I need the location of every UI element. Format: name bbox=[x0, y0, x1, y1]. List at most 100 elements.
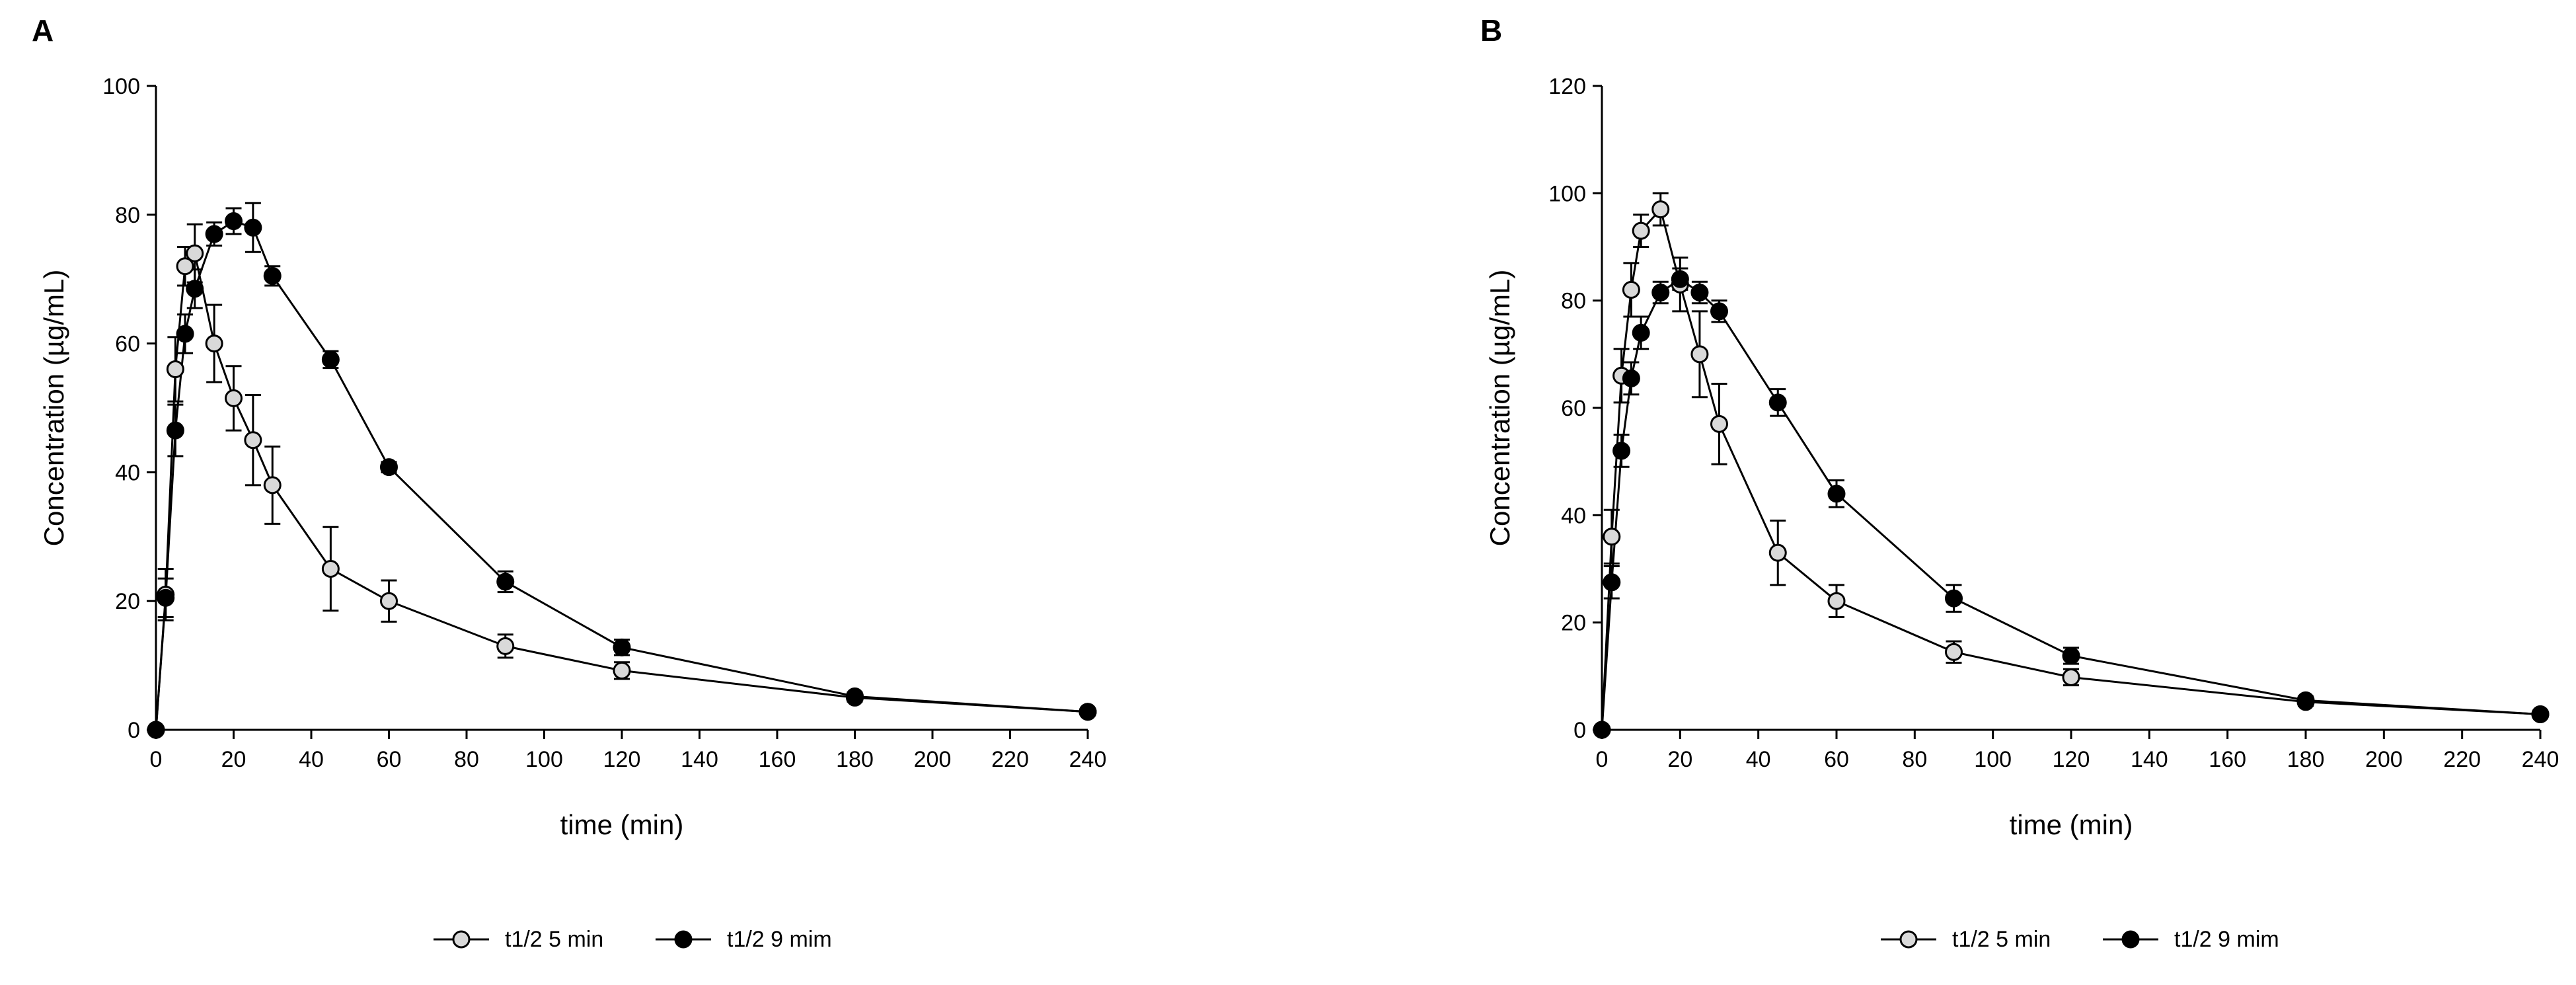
data-point bbox=[1945, 643, 1963, 661]
data-point bbox=[1603, 573, 1621, 592]
data-point bbox=[1671, 270, 1689, 288]
x-tick-label: 200 bbox=[2365, 747, 2403, 772]
data-point bbox=[1079, 703, 1097, 721]
data-point bbox=[1603, 528, 1621, 546]
legend-item: t1/2 9 mim bbox=[656, 927, 832, 952]
data-point bbox=[613, 638, 631, 656]
x-tick-label: 140 bbox=[681, 747, 718, 772]
data-point bbox=[1622, 369, 1640, 387]
x-tick-label: 60 bbox=[1824, 747, 1849, 772]
x-tick-label: 20 bbox=[221, 747, 246, 772]
data-point bbox=[496, 572, 515, 591]
data-point bbox=[147, 721, 165, 739]
data-point bbox=[1945, 589, 1963, 608]
y-tick-label: 40 bbox=[115, 460, 140, 485]
legend-label: t1/2 5 min bbox=[505, 927, 603, 952]
x-tick-label: 40 bbox=[299, 747, 324, 772]
y-tick-label: 0 bbox=[1573, 718, 1586, 743]
data-point bbox=[1593, 721, 1611, 739]
legend-label: t1/2 9 mim bbox=[2174, 927, 2279, 952]
data-point bbox=[380, 592, 398, 610]
x-axis-label: time (min) bbox=[2010, 809, 2133, 840]
legend-item: t1/2 9 mim bbox=[2103, 927, 2279, 952]
data-point bbox=[186, 244, 204, 262]
y-tick-label: 60 bbox=[115, 332, 140, 357]
x-tick-label: 220 bbox=[991, 747, 1029, 772]
y-tick-label: 20 bbox=[1561, 611, 1586, 636]
x-tick-label: 160 bbox=[2209, 747, 2246, 772]
data-point bbox=[1710, 414, 1728, 433]
data-point bbox=[1768, 543, 1787, 562]
series-line bbox=[155, 251, 1088, 730]
data-point bbox=[1651, 283, 1670, 301]
data-point bbox=[496, 637, 515, 655]
x-axis-label: time (min) bbox=[560, 809, 684, 840]
data-point bbox=[166, 421, 184, 440]
data-point bbox=[321, 350, 340, 369]
data-point bbox=[1690, 283, 1709, 301]
data-point bbox=[1690, 345, 1709, 364]
data-point bbox=[225, 212, 243, 231]
panel-label: A bbox=[32, 13, 54, 48]
legend-marker bbox=[674, 930, 693, 949]
data-point bbox=[1612, 442, 1631, 460]
y-tick-label: 100 bbox=[1548, 181, 1586, 206]
data-point bbox=[176, 325, 194, 343]
legend-item: t1/2 5 min bbox=[434, 927, 603, 952]
data-point bbox=[846, 687, 864, 705]
x-tick-label: 80 bbox=[454, 747, 479, 772]
legend: t1/2 5 min t1/2 9 mim bbox=[434, 927, 832, 952]
legend-marker bbox=[452, 930, 471, 949]
x-tick-label: 220 bbox=[2443, 747, 2481, 772]
data-point bbox=[380, 458, 398, 477]
chart-panel-b: B 0 20 40 60 80 100 120 0 20 40 60 80 100 120 140 160 180… bbox=[1480, 13, 2559, 952]
x-tick-label: 0 bbox=[150, 747, 163, 772]
data-point bbox=[1827, 485, 1846, 503]
x-tick-label: 240 bbox=[1069, 747, 1107, 772]
x-tick-label: 240 bbox=[2522, 747, 2559, 772]
x-tick-label: 140 bbox=[2131, 747, 2168, 772]
data-point bbox=[244, 218, 262, 237]
data-point bbox=[1710, 302, 1728, 321]
data-point bbox=[205, 335, 223, 353]
y-tick-label: 80 bbox=[115, 203, 140, 228]
x-tick-label: 100 bbox=[525, 747, 563, 772]
data-point bbox=[225, 389, 243, 407]
data-point bbox=[263, 476, 282, 494]
data-point bbox=[1827, 592, 1846, 610]
data-point bbox=[1632, 323, 1650, 342]
x-tick-label: 60 bbox=[377, 747, 402, 772]
data-point bbox=[263, 266, 282, 285]
legend-label: t1/2 5 min bbox=[1952, 927, 2051, 952]
panel-label: B bbox=[1480, 13, 1502, 48]
data-point bbox=[166, 360, 184, 379]
data-point bbox=[2062, 668, 2080, 686]
y-tick-label: 0 bbox=[128, 718, 140, 743]
y-axis-label: Concentration (µg/mL) bbox=[1484, 270, 1515, 547]
x-tick-label: 160 bbox=[759, 747, 796, 772]
data-point bbox=[321, 560, 340, 578]
x-tick-label: 0 bbox=[1596, 747, 1609, 772]
legend: t1/2 5 min t1/2 9 mim bbox=[1881, 927, 2279, 952]
data-point bbox=[1768, 393, 1787, 412]
data-point bbox=[186, 280, 204, 298]
y-axis-label: Concentration (µg/mL) bbox=[38, 270, 69, 547]
chart-panel-a: A 0 20 40 60 80 100 0 20 40 60 80 100 120 140 160 180 200… bbox=[32, 13, 1106, 952]
legend-marker bbox=[2121, 930, 2140, 949]
legend-marker bbox=[1899, 930, 1918, 949]
x-tick-label: 120 bbox=[2053, 747, 2090, 772]
y-tick-label: 80 bbox=[1561, 289, 1586, 314]
x-tick-label: 180 bbox=[2287, 747, 2325, 772]
legend-label: t1/2 9 mim bbox=[727, 927, 832, 952]
x-tick-label: 20 bbox=[1667, 747, 1692, 772]
data-point bbox=[1651, 200, 1670, 219]
x-tick-label: 80 bbox=[1902, 747, 1927, 772]
y-tick-label: 20 bbox=[115, 589, 140, 614]
legend-item: t1/2 5 min bbox=[1881, 927, 2051, 952]
data-point bbox=[244, 431, 262, 450]
x-tick-label: 120 bbox=[603, 747, 641, 772]
y-tick-label: 120 bbox=[1548, 74, 1586, 99]
data-point bbox=[2062, 647, 2080, 665]
data-point bbox=[1632, 221, 1650, 240]
